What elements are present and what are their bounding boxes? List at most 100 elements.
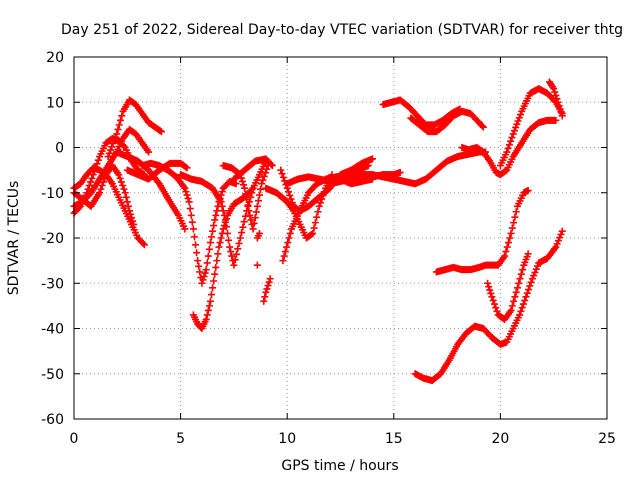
data-point — [555, 102, 563, 110]
data-series — [458, 116, 560, 179]
data-point — [232, 250, 240, 258]
data-point — [113, 130, 121, 138]
data-series — [484, 250, 532, 323]
data-point — [551, 88, 559, 96]
data-point — [190, 233, 198, 241]
chart-title: Day 251 of 2022, Sidereal Day-to-day VTE… — [61, 22, 623, 38]
data-point — [217, 234, 225, 242]
data-point — [505, 239, 513, 247]
data-point — [193, 249, 201, 257]
data-point — [519, 300, 527, 308]
data-point — [501, 252, 509, 260]
data-point — [502, 248, 510, 256]
data-point — [110, 136, 118, 144]
data-point — [239, 223, 247, 231]
data-point — [261, 169, 269, 177]
y-tick-label: -30 — [41, 276, 64, 292]
data-point — [85, 182, 93, 190]
data-point — [524, 186, 532, 194]
data-point — [221, 216, 229, 224]
data-point — [486, 286, 494, 294]
data-point — [315, 202, 323, 210]
data-point — [219, 207, 227, 215]
data-point — [120, 185, 128, 193]
data-point — [311, 219, 319, 227]
data-point — [364, 162, 372, 170]
data-point — [104, 153, 112, 161]
data-point — [515, 114, 523, 122]
data-point — [189, 225, 197, 233]
data-point — [512, 123, 520, 131]
data-point — [266, 275, 274, 283]
data-point — [263, 285, 271, 293]
data-point — [257, 185, 265, 193]
data-point — [213, 257, 221, 265]
data-point — [192, 241, 200, 249]
data-point — [518, 304, 526, 312]
data-point — [88, 174, 96, 182]
data-point — [286, 229, 294, 237]
data-point — [114, 125, 122, 133]
data-point — [554, 98, 562, 106]
data-point — [517, 111, 525, 119]
data-point — [183, 191, 191, 199]
data-point — [224, 229, 232, 237]
data-point — [218, 188, 226, 196]
data-point — [553, 240, 561, 248]
data-point — [98, 182, 106, 190]
data-point — [508, 302, 516, 310]
data-series — [189, 184, 257, 332]
data-point — [87, 178, 95, 186]
data-point — [279, 173, 287, 181]
data-point — [216, 239, 224, 247]
data-point — [510, 127, 518, 135]
data-point — [516, 275, 524, 283]
data-point — [264, 282, 272, 290]
data-point — [510, 297, 518, 305]
data-point — [261, 293, 269, 301]
data-point — [238, 177, 246, 185]
data-point — [502, 167, 510, 175]
data-point — [507, 229, 515, 237]
data-point — [316, 199, 324, 207]
data-point — [227, 248, 235, 256]
data-point — [201, 269, 209, 277]
y-tick-label: -20 — [41, 231, 64, 247]
data-point — [139, 239, 147, 247]
y-tick-label: 0 — [55, 141, 64, 157]
data-point — [196, 268, 204, 276]
data-point — [507, 306, 515, 314]
y-tick-label: 10 — [46, 95, 64, 111]
data-point — [198, 279, 206, 287]
data-point — [254, 197, 262, 205]
data-point — [218, 202, 226, 210]
data-point — [479, 123, 487, 131]
data-point — [235, 239, 243, 247]
data-point — [124, 202, 132, 210]
data-point — [514, 117, 522, 125]
data-point — [194, 257, 202, 265]
data-point — [220, 211, 228, 219]
data-point — [212, 211, 220, 219]
data-series — [177, 157, 270, 269]
data-point — [208, 291, 216, 299]
data-point — [181, 184, 189, 192]
data-point — [511, 213, 519, 221]
data-point — [516, 311, 524, 319]
data-point — [186, 205, 194, 213]
data-point — [205, 245, 213, 253]
data-point — [278, 170, 286, 178]
data-point — [241, 184, 249, 192]
data-point — [213, 207, 221, 215]
data-point — [281, 248, 289, 256]
data-point — [488, 293, 496, 301]
data-point — [243, 196, 251, 204]
data-point — [517, 270, 525, 278]
data-markers — [70, 78, 566, 385]
data-series — [411, 227, 566, 385]
data-point — [107, 146, 115, 154]
data-point — [206, 239, 214, 247]
data-point — [313, 213, 321, 221]
data-point — [123, 198, 131, 206]
data-point — [94, 156, 102, 164]
